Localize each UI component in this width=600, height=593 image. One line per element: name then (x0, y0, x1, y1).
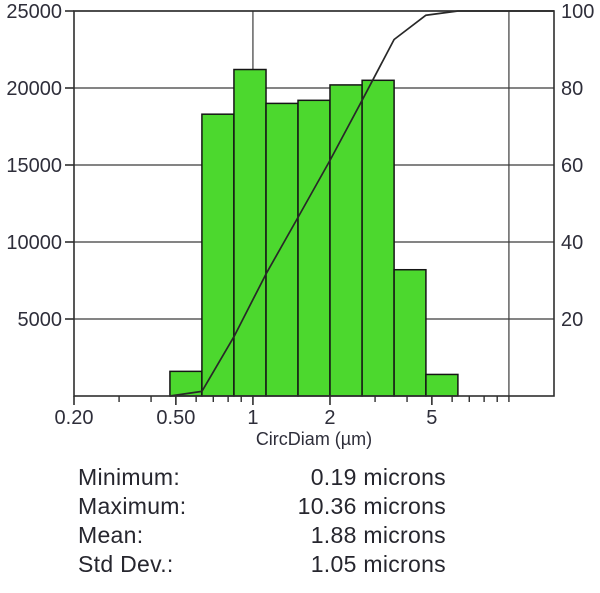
stat-value-maximum: 10.36 microns (297, 493, 446, 519)
stat-row-mean: Mean: 1.88 microns (78, 522, 446, 548)
histogram-bar (233, 68, 267, 397)
stat-row-minimum: Minimum: 0.19 microns (78, 464, 446, 490)
histogram-bar (361, 79, 395, 397)
y-right-tick-label: 100 (561, 1, 594, 23)
y-left-tick-label: 5000 (18, 309, 63, 331)
histogram-bar (425, 373, 459, 397)
stat-label-mean: Mean: (78, 522, 144, 548)
x-tick-label: 2 (324, 407, 335, 429)
stat-label-stddev: Std Dev.: (78, 551, 174, 577)
stat-label-maximum: Maximum: (78, 493, 187, 519)
plot-border (73, 10, 555, 397)
stat-row-maximum: Maximum: 10.36 microns (78, 493, 446, 519)
y-left-tick-label: 20000 (6, 78, 62, 100)
histogram-bar (265, 102, 299, 397)
stat-value-stddev: 1.05 microns (310, 551, 446, 577)
particle-size-histogram-chart: 5000 10000 15000 20000 25000 20 40 60 80 100 0.20 0… (6, 1, 594, 449)
y-right-tick-label: 20 (561, 309, 583, 331)
stat-label-minimum: Minimum: (78, 464, 181, 490)
x-tick-label: 0.50 (156, 407, 195, 429)
x-tick-label: 0.20 (55, 407, 94, 429)
histogram-bar (297, 99, 331, 397)
y-right-tick-label: 40 (561, 232, 583, 254)
y-left-tick-label: 15000 (6, 155, 62, 177)
x-axis-title: CircDiam (µm) (256, 429, 372, 449)
histogram-bar (329, 84, 363, 397)
histogram-bar (201, 113, 235, 397)
histogram-bar (393, 268, 427, 397)
y-left-tick-label: 25000 (6, 1, 62, 23)
x-tick-label: 1 (247, 407, 258, 429)
y-left-tick-label: 10000 (6, 232, 62, 254)
y-right-tick-label: 60 (561, 155, 583, 177)
cumulative-curve (169, 10, 554, 397)
stat-value-minimum: 0.19 microns (310, 464, 446, 490)
stat-row-stddev: Std Dev.: 1.05 microns (78, 551, 446, 577)
stats-panel: Minimum: 0.19 microns Maximum: 10.36 mic… (78, 464, 446, 577)
x-tick-label: 5 (426, 407, 437, 429)
y-right-tick-label: 80 (561, 78, 583, 100)
stat-value-mean: 1.88 microns (310, 522, 446, 548)
